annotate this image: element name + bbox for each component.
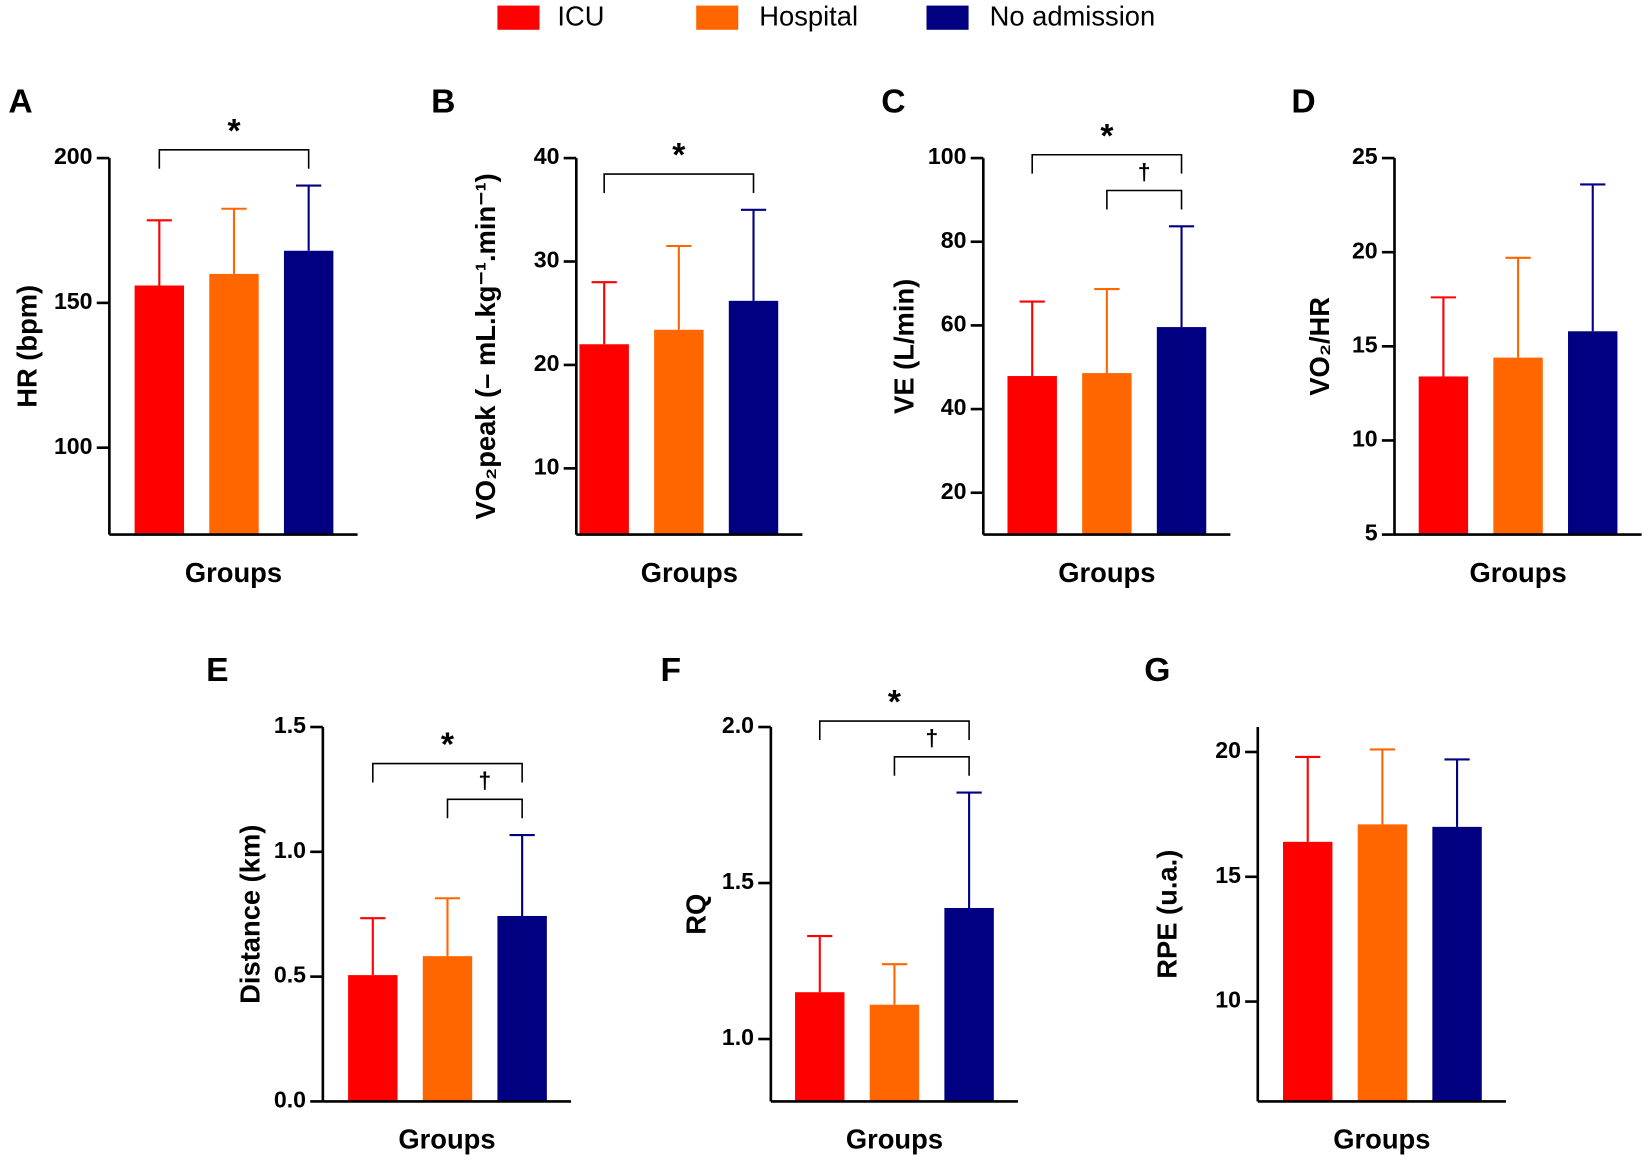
bar: [422, 956, 473, 1102]
significance-bracket: [818, 720, 970, 740]
y-tick-label: 1.5: [274, 712, 306, 738]
panel-letter: G: [1144, 652, 1170, 689]
y-tick-label: 10: [1215, 987, 1241, 1013]
significance-bracket: [603, 173, 755, 193]
y-axis-label: RQ: [681, 894, 712, 935]
significance-mark: *: [227, 113, 241, 150]
bar: [1156, 327, 1207, 535]
legend-label: Hospital: [759, 0, 858, 31]
bar: [869, 1004, 920, 1102]
panel-letter: C: [881, 83, 905, 120]
x-axis-label: Groups: [398, 1124, 495, 1155]
y-tick-label: 1.0: [274, 837, 306, 863]
significance-bracket: [372, 762, 523, 783]
panel-letter: A: [8, 83, 32, 120]
y-tick-label: 5: [1365, 520, 1378, 546]
bar: [728, 300, 779, 535]
significance-bracket: [1031, 153, 1183, 174]
significance-mark: *: [888, 684, 902, 721]
y-tick-label: 20: [1215, 737, 1241, 763]
y-tick-label: 1.5: [722, 868, 754, 894]
y-axis-label: VE (L/min): [889, 279, 920, 414]
x-axis-label: Groups: [1469, 557, 1566, 588]
y-axis-label: VO₂peak (– mL.kg⁻¹.min⁻¹): [470, 173, 501, 519]
legend-swatch: [696, 5, 739, 30]
x-axis-label: Groups: [846, 1124, 943, 1155]
y-tick-label: 40: [941, 394, 967, 420]
panel-letter: D: [1291, 83, 1315, 120]
bar: [1007, 376, 1057, 535]
significance-bracket: [893, 755, 970, 776]
bar: [795, 992, 845, 1102]
y-tick-label: 25: [1352, 143, 1378, 169]
x-axis-label: Groups: [185, 557, 282, 588]
y-tick-label: 100: [54, 433, 93, 459]
legend-swatch: [926, 5, 969, 30]
x-axis-label: Groups: [641, 557, 738, 588]
y-axis-label: RPE (u.a.): [1152, 850, 1183, 979]
y-tick-label: 1.0: [722, 1024, 754, 1050]
y-tick-label: 200: [54, 143, 93, 169]
bar: [1357, 824, 1408, 1102]
bar: [497, 915, 547, 1102]
y-tick-label: 20: [1352, 237, 1378, 263]
bar: [654, 329, 704, 535]
significance-mark: †: [925, 725, 938, 751]
y-tick-label: 0.0: [274, 1087, 306, 1113]
y-tick-label: 150: [54, 288, 93, 314]
bar: [944, 907, 994, 1102]
bar: [134, 285, 185, 535]
y-tick-label: 40: [534, 143, 560, 169]
y-tick-label: 15: [1215, 862, 1241, 888]
y-axis-label: VO₂/HR: [1304, 297, 1335, 396]
bar: [1493, 357, 1543, 535]
bar: [209, 273, 259, 535]
y-axis-label: HR (bpm): [12, 285, 43, 408]
y-tick-label: 2.0: [722, 712, 754, 738]
x-axis-label: Groups: [1333, 1124, 1430, 1155]
y-tick-label: 30: [534, 247, 560, 273]
y-tick-label: 60: [941, 311, 967, 337]
y-tick-label: 10: [1352, 426, 1378, 452]
significance-bracket: [1106, 189, 1183, 210]
y-tick-label: 10: [534, 453, 560, 479]
significance-bracket: [158, 149, 310, 169]
bar: [1082, 373, 1132, 535]
significance-mark: †: [478, 768, 491, 794]
significance-mark: *: [1100, 118, 1114, 155]
y-axis-label: Distance (km): [235, 825, 266, 1004]
y-tick-label: 0.5: [274, 962, 306, 988]
bar: [1418, 376, 1469, 535]
y-tick-label: 15: [1352, 331, 1378, 357]
panel-letter: E: [206, 652, 228, 689]
significance-mark: *: [672, 137, 686, 174]
bar: [1568, 331, 1618, 535]
significance-mark: †: [1138, 159, 1151, 185]
bar: [1432, 826, 1482, 1102]
y-tick-label: 100: [928, 143, 967, 169]
y-tick-label: 20: [534, 350, 560, 376]
significance-bracket: [446, 798, 523, 819]
legend-label: ICU: [557, 0, 604, 31]
legend-label: No admission: [990, 0, 1156, 31]
panel-letter: F: [660, 652, 681, 689]
y-tick-label: 20: [941, 478, 967, 504]
bar: [348, 975, 398, 1102]
bar: [1283, 841, 1333, 1102]
y-tick-label: 80: [941, 227, 967, 253]
legend-swatch: [497, 5, 540, 30]
panel-letter: B: [431, 83, 455, 120]
bar: [579, 344, 629, 535]
bar: [283, 250, 334, 535]
significance-mark: *: [441, 727, 455, 764]
x-axis-label: Groups: [1058, 557, 1155, 588]
